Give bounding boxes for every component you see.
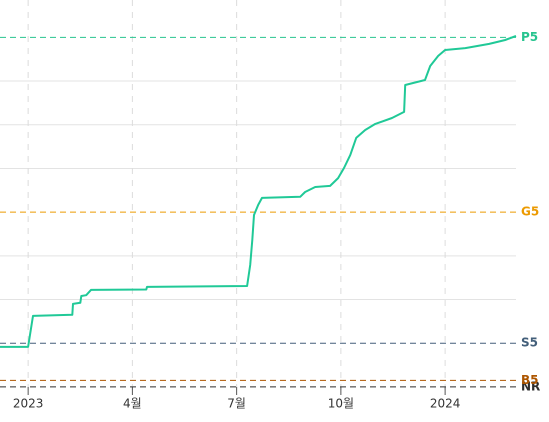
y-tick-label: G5: [521, 205, 539, 219]
x-tick-label: 10월: [328, 397, 354, 411]
x-tick-label: 7월: [227, 397, 246, 411]
x-tick-label: 2023: [13, 397, 44, 411]
y-tick-label: S5: [521, 336, 538, 350]
y-tick-label: B5: [521, 373, 539, 387]
y-tick-label: NR: [521, 379, 540, 393]
rating-line: [0, 35, 517, 348]
y-tick-label: P5: [521, 30, 538, 44]
x-tick-label: 2024: [430, 397, 461, 411]
x-tick-label: 4월: [123, 397, 142, 411]
